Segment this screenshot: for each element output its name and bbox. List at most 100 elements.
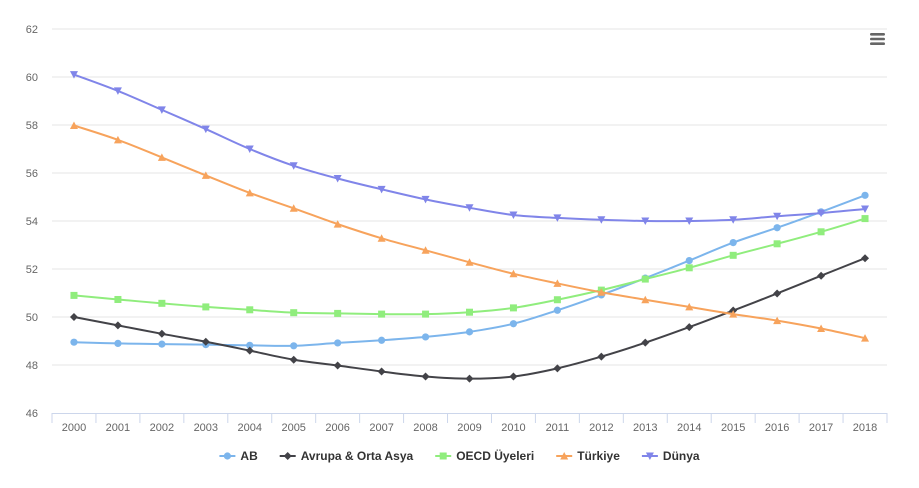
data-point[interactable] [157,106,166,114]
hamburger-icon[interactable] [870,33,885,45]
data-point[interactable] [685,264,693,272]
data-point[interactable] [245,188,254,197]
data-point[interactable] [421,195,430,204]
legend-marker[interactable] [283,452,292,460]
data-point[interactable] [289,204,298,212]
data-point[interactable] [333,220,342,228]
series-line[interactable] [72,73,867,223]
data-point[interactable] [553,279,562,287]
data-point[interactable] [861,215,869,223]
data-point[interactable] [861,205,870,214]
data-point[interactable] [509,304,517,312]
data-point[interactable] [113,135,122,144]
data-point[interactable] [685,323,694,332]
series-line[interactable] [72,217,867,316]
data-point[interactable] [289,355,298,364]
data-point[interactable] [70,291,78,299]
data-point[interactable] [246,341,254,349]
data-point[interactable] [685,217,694,226]
legend-marker[interactable] [223,452,231,460]
data-point[interactable] [69,313,78,321]
data-point[interactable] [509,320,518,328]
data-point[interactable] [290,342,298,350]
legend-item[interactable]: AB [219,449,258,463]
data-point[interactable] [465,328,474,336]
data-point[interactable] [553,296,561,304]
data-point[interactable] [378,310,386,318]
data-point[interactable] [641,338,650,347]
data-point[interactable] [377,234,386,242]
data-point[interactable] [157,329,166,338]
data-point[interactable] [334,309,342,317]
data-point[interactable] [334,339,342,347]
data-point[interactable] [597,216,606,224]
data-point[interactable] [157,153,166,161]
data-point[interactable] [201,171,210,179]
data-point[interactable] [773,224,781,232]
data-point[interactable] [201,337,210,346]
data-point[interactable] [553,306,561,314]
data-point[interactable] [158,299,166,307]
legend-item[interactable]: Türkiye [556,449,620,463]
data-point[interactable] [245,145,254,154]
data-point[interactable] [861,334,870,342]
series-line[interactable] [72,257,867,380]
data-point[interactable] [817,324,826,333]
data-point[interactable] [729,310,738,318]
data-point[interactable] [817,209,826,218]
data-point[interactable] [465,374,474,383]
data-point[interactable] [729,239,737,247]
data-point[interactable] [246,306,254,314]
data-point[interactable] [685,302,694,311]
data-point[interactable] [509,372,518,381]
data-point[interactable] [861,254,870,263]
data-point[interactable] [245,346,254,355]
data-point[interactable] [201,125,210,134]
legend-marker[interactable] [439,452,447,460]
data-point[interactable] [377,185,386,194]
data-point[interactable] [817,228,825,236]
data-point[interactable] [729,251,737,259]
data-point[interactable] [773,289,782,298]
data-point[interactable] [465,204,474,212]
data-point[interactable] [641,217,650,226]
legend-item[interactable]: Dünya [641,449,700,463]
data-point[interactable] [378,336,386,344]
data-point[interactable] [641,295,650,304]
data-point[interactable] [114,295,122,303]
data-point[interactable] [113,321,122,330]
legend-marker[interactable] [560,452,569,460]
data-point[interactable] [377,367,386,376]
data-point[interactable] [466,308,473,316]
data-point[interactable] [422,310,430,318]
data-point[interactable] [509,269,518,278]
chart-menu-button[interactable] [869,32,887,46]
data-point[interactable] [114,339,122,347]
data-point[interactable] [289,162,298,170]
data-point[interactable] [729,216,738,224]
data-point[interactable] [685,257,693,265]
data-point[interactable] [290,309,298,317]
data-point[interactable] [597,352,606,361]
data-point[interactable] [421,246,430,254]
data-point[interactable] [817,271,826,280]
data-point[interactable] [509,211,518,220]
data-point[interactable] [333,175,342,183]
data-point[interactable] [465,258,474,266]
data-point[interactable] [861,191,869,199]
legend-marker[interactable] [645,452,654,461]
data-point[interactable] [70,338,78,346]
data-point[interactable] [773,212,782,221]
data-point[interactable] [773,240,781,248]
data-point[interactable] [333,361,342,370]
data-point[interactable] [641,275,649,283]
data-point[interactable] [69,121,78,129]
data-point[interactable] [553,364,562,373]
data-point[interactable] [158,340,166,348]
data-point[interactable] [597,288,606,296]
data-point[interactable] [773,316,782,325]
data-point[interactable] [421,372,430,381]
data-point[interactable] [553,214,562,222]
data-point[interactable] [421,333,430,341]
data-point[interactable] [113,87,122,95]
